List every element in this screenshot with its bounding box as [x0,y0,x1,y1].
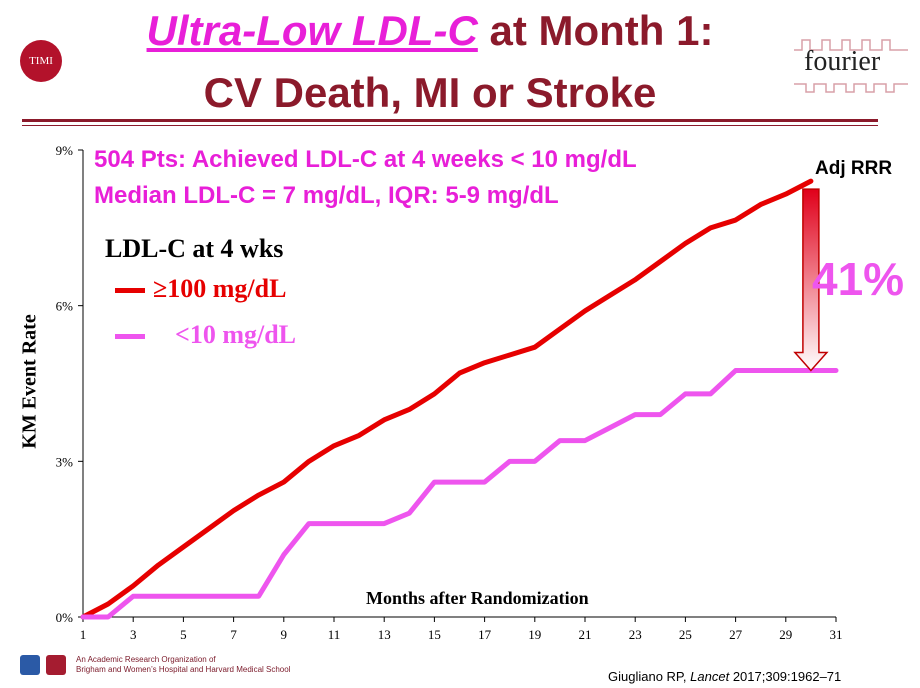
x-tick-label: 7 [230,627,237,642]
x-tick-label: 15 [428,627,441,642]
title-rest: at Month 1: [477,7,714,54]
fourier-logo-text: fourier [804,46,881,77]
timi-logo: TIMI [20,40,62,82]
legend-title: LDL-C at 4 wks [105,234,284,263]
x-tick-label: 25 [679,627,692,642]
x-tick-label: 9 [281,627,288,642]
x-axis-label: Months after Randomization [366,588,589,608]
title-rule-top [22,119,878,122]
x-tick-label: 29 [779,627,792,642]
x-tick-label: 31 [830,627,843,642]
slide-title-line2: CV Death, MI or Stroke [203,69,657,116]
x-tick-label: 27 [729,627,743,642]
citation-authors: Giugliano RP, [608,669,691,684]
footer-org-line-2: Brigham and Women’s Hospital and Harvard… [76,665,291,674]
title-highlight: Ultra-Low LDL-C [146,7,478,54]
y-tick-label: 6% [56,299,74,314]
y-tick-label: 9% [56,143,74,158]
footer-org-line-1: An Academic Research Organization of [76,655,216,664]
legend-label-high: ≥100 mg/dL [153,274,287,303]
y-tick-label: 3% [56,454,74,469]
title-rule-bottom [22,125,878,126]
x-tick-label: 5 [180,627,187,642]
x-tick-label: 17 [478,627,492,642]
series-line-lt10 [80,368,839,620]
fourier-logo-waves [794,39,908,93]
x-tick-label: 3 [130,627,137,642]
footer-org: An Academic Research Organization of Bri… [76,655,290,675]
x-tick-label: 1 [80,627,87,642]
footer-logos [20,655,66,675]
citation-rest: 2017;309:1962–71 [729,669,842,684]
citation-journal: Lancet [690,669,730,684]
y-axis-label: KM Event Rate [18,314,41,449]
rrr-arrow [793,188,829,372]
bwh-shield-icon [20,655,40,675]
x-tick-label: 13 [378,627,391,642]
x-tick-label: 23 [629,627,642,642]
x-tick-label: 11 [328,627,341,642]
series-line-ge100 [80,178,814,620]
x-tick-label: 19 [528,627,541,642]
note-line-2: Median LDL-C = 7 mg/dL, IQR: 5-9 mg/dL [94,182,559,209]
legend-swatch-low [115,334,145,339]
hms-shield-icon [46,655,66,675]
slide-title-line1: Ultra-Low LDL-C at Month 1: [70,10,790,52]
note-line-1: 504 Pts: Achieved LDL-C at 4 weeks < 10 … [94,146,637,173]
timi-logo-text: TIMI [29,55,53,67]
citation: Giugliano RP, Lancet 2017;309:1962–71 [608,669,841,684]
rrr-value: 41% [812,253,905,305]
x-tick-label: 21 [579,627,592,642]
adj-rrr-label: Adj RRR [815,158,893,179]
y-tick-label: 0% [56,610,74,625]
legend-label-low: <10 mg/dL [175,320,296,349]
legend-swatch-high [115,288,145,293]
